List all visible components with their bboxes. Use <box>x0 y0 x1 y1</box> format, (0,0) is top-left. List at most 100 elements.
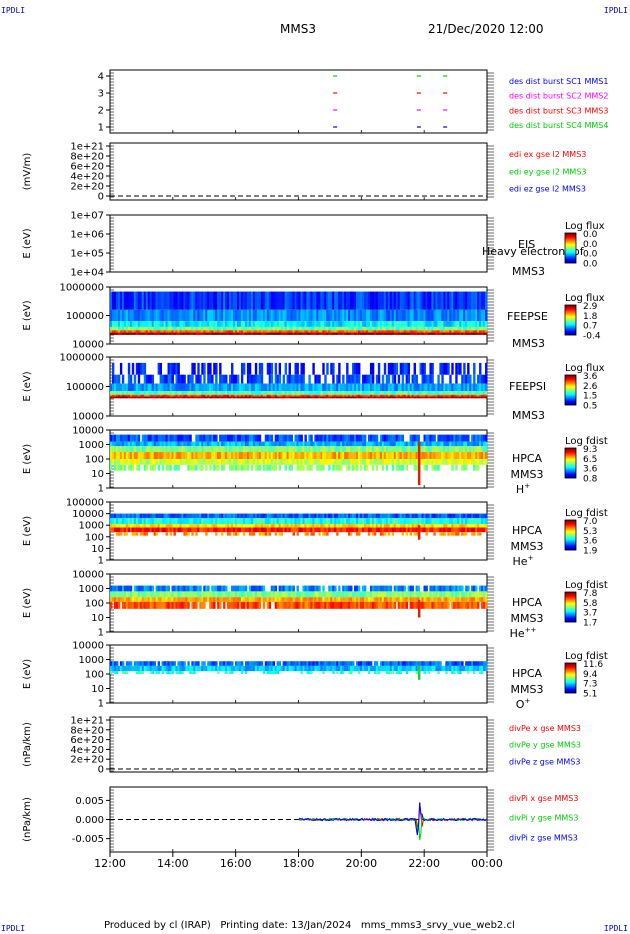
panel-hpca-hepp-pixel <box>405 597 409 602</box>
panel-hpca-he-pixel <box>213 513 216 519</box>
panel-feepse-pixel <box>417 332 420 335</box>
panel-hpca-he-pixel <box>437 518 440 525</box>
panel-hpca-he-pixel <box>483 513 486 519</box>
panel-hpca-hepp-pixel <box>314 591 317 598</box>
panel-hpca-he-pixel <box>397 524 401 528</box>
panel-feepse-pixel <box>203 321 206 327</box>
panel-hpca-h-pixel <box>236 464 240 471</box>
panel-hpca-he-pixel <box>217 518 220 525</box>
panel-hpca-h-pixel <box>399 464 403 471</box>
panel-feepse-pixel <box>461 291 464 310</box>
panel-feepse-pixel <box>268 291 272 310</box>
panel-hpca-he-pixel <box>153 513 157 519</box>
panel-hpca-hepp-pixel <box>256 597 260 602</box>
panel-feepse-pixel <box>379 330 383 333</box>
panel-feepsi-pixel <box>125 383 129 392</box>
panel-hpca-he-pixel <box>187 518 190 525</box>
panel-hpca-hepp-pixel <box>219 585 222 592</box>
panel-hpca-h-pixel <box>256 452 260 459</box>
panel-hpca-h-colorbar-cell <box>565 474 576 476</box>
panel-hpca-h-pixel <box>459 446 462 453</box>
panel-hpca-h-pixel <box>425 459 428 465</box>
panel-hpca-h-pixel <box>455 452 458 459</box>
panel-feepse-pixel <box>385 326 389 331</box>
panel-feepse-pixel <box>215 309 218 322</box>
panel-feepsi-pixel <box>387 391 391 395</box>
panel-feepsi-pixel <box>360 394 363 397</box>
panel-feepse-pixel <box>326 321 329 327</box>
panel-hpca-he-pixel <box>278 518 282 525</box>
panel-hpca-hepp-colorbar-cell <box>565 596 576 598</box>
panel-hpca-h-pixel <box>209 434 212 442</box>
panel-eis-ytick: 1e+04 <box>70 268 104 279</box>
panel-hpca-hepp-pixel <box>330 591 333 598</box>
panel-feepse-pixel <box>308 309 311 322</box>
panel-hpca-hepp-pixel <box>411 585 414 592</box>
panel-feepse-pixel <box>272 326 276 331</box>
panel-feepse-pixel <box>324 309 327 322</box>
panel-hpca-he-pixel <box>381 513 385 519</box>
panel-hpca-hepp-pixel <box>167 591 170 598</box>
panel-feepse-pixel <box>413 330 416 333</box>
panel-hpca-hepp-pixel <box>199 597 202 602</box>
panel-feepse-pixel <box>272 321 276 327</box>
panel-hpca-hepp-pixel <box>465 597 468 602</box>
panel-hpca-h-pixel <box>127 446 131 453</box>
panel-hpca-he-pixel <box>195 513 198 519</box>
panel-hpca-hepp-pixel <box>427 601 430 609</box>
panel-feepsi-pixel <box>326 362 329 375</box>
panel-feepsi-colorbar-cell <box>565 384 576 386</box>
panel-feepsi-pixel <box>391 374 395 384</box>
panel-hpca-he-pixel <box>272 513 276 519</box>
panel-hpca-h-pixel <box>151 464 155 471</box>
panel-hpca-hepp-pixel <box>242 597 246 602</box>
panel-hpca-he-pixel <box>219 513 222 519</box>
panel-hpca-hepp-pixel <box>451 585 454 592</box>
panel-feepse-pixel <box>298 330 301 333</box>
panel-hpca-he-pixel <box>177 524 180 528</box>
panel-hpca-he-pixel <box>151 513 155 519</box>
panel-feepsi-pixel <box>475 396 478 399</box>
panel-hpca-hepp-pixel <box>235 585 238 592</box>
panel-feepse-pixel <box>227 309 230 322</box>
panel-hpca-h-pixel <box>413 441 416 447</box>
panel-hpca-h-pixel <box>381 434 385 442</box>
panel-feepsi-pixel <box>401 383 405 392</box>
panel-hpca-h-pixel <box>256 464 260 471</box>
panel-hpca-h-colorbar-cell <box>565 464 576 466</box>
panel-feepse-pixel <box>221 309 224 322</box>
panel-feepse-pixel <box>223 309 226 322</box>
panel-feepse-pixel <box>346 309 349 322</box>
panel-hpca-he-pixel <box>189 524 192 528</box>
panel-hpca-he-pixel <box>240 518 244 525</box>
panel-hpca-h-pixel <box>149 434 153 442</box>
panel-hpca-he-pixel <box>401 513 405 519</box>
panel-feepse-pixel <box>117 326 121 331</box>
panel-feepse-pixel <box>302 309 305 322</box>
panel-hpca-h-pixel <box>284 464 287 471</box>
panel-feepse-pixel <box>306 326 309 331</box>
panel-feepse-pixel <box>451 326 454 331</box>
panel-feepsi-pixel <box>133 391 137 395</box>
panel-feepse-pixel <box>290 330 293 333</box>
panel-hpca-he-pixel <box>219 527 222 533</box>
panel-hpca-hepp-pixel <box>183 591 186 598</box>
panel-hpca-he-pixel <box>111 527 115 533</box>
panel-feepse-pixel <box>314 291 317 310</box>
panel-feepsi-pixel <box>201 391 204 395</box>
panel-hpca-he-colorbar-cell <box>565 548 576 550</box>
panel-feepse-pixel <box>471 309 474 322</box>
panel-feepse-pixel <box>268 330 272 333</box>
panel-hpca-h-pixel <box>379 441 383 447</box>
panel-feepsi-pixel <box>280 383 284 392</box>
panel-feepsi-pixel <box>439 383 442 392</box>
panel-hpca-h-pixel <box>423 452 426 459</box>
panel-hpca-hepp-pixel <box>385 597 389 602</box>
panel-feepse-pixel <box>421 291 424 310</box>
panel-hpca-hepp-event-mark <box>417 600 421 618</box>
panel-feepse-pixel <box>377 321 381 327</box>
panel-hpca-hepp-pixel <box>459 585 462 592</box>
panel-feepse-pixel <box>264 321 268 327</box>
panel-feepse-pixel <box>256 291 260 310</box>
panel-hpca-h-pixel <box>264 452 268 459</box>
